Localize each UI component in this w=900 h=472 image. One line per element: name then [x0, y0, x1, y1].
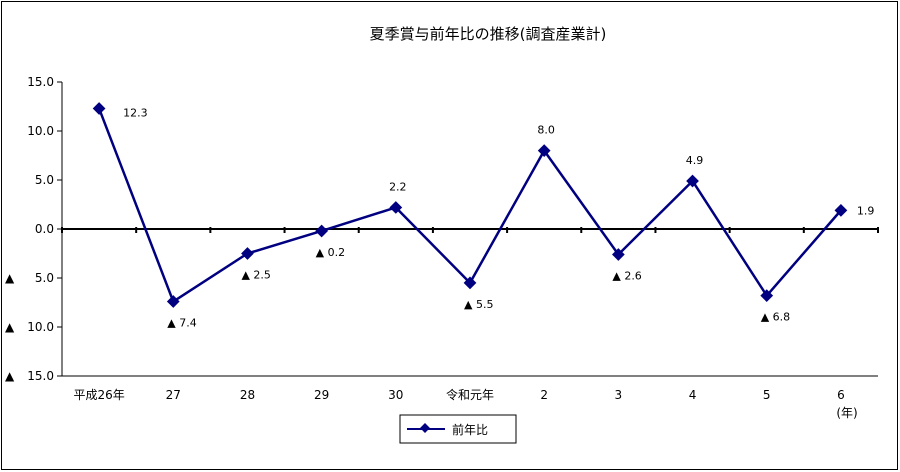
- legend: 前年比: [399, 414, 517, 444]
- y-tick-label: 15.0: [27, 369, 54, 383]
- data-point: [463, 276, 477, 290]
- data-point: [315, 224, 329, 238]
- x-tick-label: 30: [388, 388, 403, 402]
- data-point: [166, 295, 180, 308]
- x-tick-label: 平成26年: [73, 388, 124, 402]
- x-tick-label: 4: [689, 388, 697, 402]
- data-label: 2.2: [389, 180, 407, 193]
- x-unit-label: (年): [836, 406, 857, 420]
- y-tick-label: 15.0: [27, 75, 54, 89]
- data-point: [389, 201, 403, 214]
- y-tick-label: 5.0: [35, 173, 54, 187]
- x-tick-label: 29: [314, 388, 329, 402]
- data-label: ▲ 6.8: [761, 311, 790, 324]
- x-tick-label: 27: [166, 388, 181, 402]
- legend-label: 前年比: [452, 422, 488, 437]
- data-label: ▲ 7.4: [167, 317, 196, 330]
- x-tick-labels: 平成26年 27 28 29 30 令和元年 2 3 4 5 6: [73, 387, 844, 402]
- x-tick-label: 3: [615, 388, 623, 402]
- y-tick-label: ▲: [5, 271, 15, 285]
- x-tick-label: 令和元年: [446, 387, 494, 402]
- legend-marker-swatch: [420, 423, 430, 433]
- series-line: [97, 108, 842, 303]
- data-label: ▲ 5.5: [464, 298, 493, 311]
- data-label: ▲ 2.5: [241, 269, 270, 282]
- y-tick-labels: 15.0 10.0 5.0 0.0 ▲ 5.0 ▲ 10.0 ▲ 15.0: [5, 75, 54, 383]
- series-group: [92, 102, 848, 308]
- y-tick-label: ▲: [5, 369, 15, 383]
- data-label: 1.9: [857, 204, 875, 217]
- y-tick-label: ▲: [5, 320, 15, 334]
- data-label: ▲ 0.2: [316, 246, 345, 259]
- data-label: ▲ 2.6: [612, 269, 641, 282]
- data-labels: 12.3 ▲ 7.4 ▲ 2.5 ▲ 0.2 2.2 ▲ 5.5 8.0 ▲ 2.6 4.9 ▲ …: [123, 106, 874, 329]
- x-tick-label: 6: [837, 388, 845, 402]
- data-point: [92, 102, 106, 115]
- x-tick-label: 5: [763, 388, 771, 402]
- y-tick-label: 10.0: [27, 320, 54, 334]
- data-label: 8.0: [537, 124, 555, 137]
- data-point: [241, 247, 254, 260]
- axes: [57, 81, 879, 377]
- chart-title: 夏季賞与前年比の推移(調査産業計): [370, 25, 607, 43]
- y-tick-label: 0.0: [35, 222, 54, 236]
- data-label: 4.9: [686, 154, 704, 167]
- data-label: 12.3: [123, 106, 148, 119]
- x-tick-label: 28: [240, 388, 255, 402]
- x-tick-label: 2: [540, 388, 548, 402]
- y-tick-label: 10.0: [27, 124, 54, 138]
- y-tick-label: 5.0: [35, 271, 54, 285]
